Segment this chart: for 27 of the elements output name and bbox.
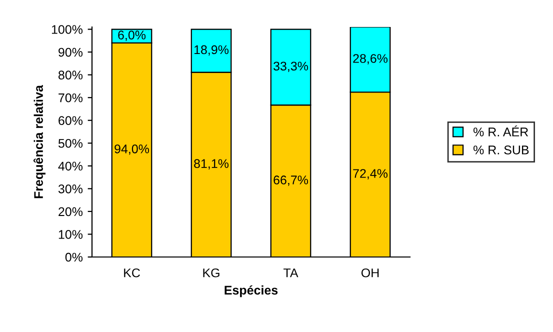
data-label: 94,0%	[114, 144, 150, 155]
data-label: 66,7%	[274, 176, 308, 186]
legend-label: % R. AÉR	[473, 125, 528, 136]
x-tick-label: TA	[284, 268, 298, 278]
data-label: 18,9%	[194, 45, 229, 56]
x-axis-title: Espécies	[224, 285, 278, 298]
data-label: 6,0%	[118, 30, 146, 41]
y-tick-label: 70%	[58, 93, 83, 102]
y-tick-label: 90%	[58, 48, 83, 57]
data-label: 33,3%	[274, 62, 308, 72]
x-tick-label: KG	[203, 268, 220, 278]
legend-label: % R. SUB	[473, 146, 529, 154]
data-label: 72,4%	[353, 169, 388, 180]
y-tick-label: 20%	[58, 207, 83, 216]
y-tick-label: 60%	[58, 116, 83, 126]
y-tick-label: 0%	[65, 252, 83, 262]
y-tick-label: 80%	[58, 70, 83, 80]
y-tick-label: 10%	[58, 230, 83, 239]
y-tick-label: 40%	[58, 162, 83, 171]
x-tick-label: OH	[361, 268, 379, 278]
y-tick-label: 50%	[58, 138, 83, 148]
y-tick-label: 30%	[58, 184, 83, 194]
x-tick-label: KC	[124, 268, 140, 278]
y-axis-title: Frequência relativa	[34, 84, 46, 198]
data-label: 28,6%	[353, 54, 388, 64]
y-tick-label: 100%	[52, 25, 83, 34]
data-label: 81,1%	[194, 159, 229, 170]
